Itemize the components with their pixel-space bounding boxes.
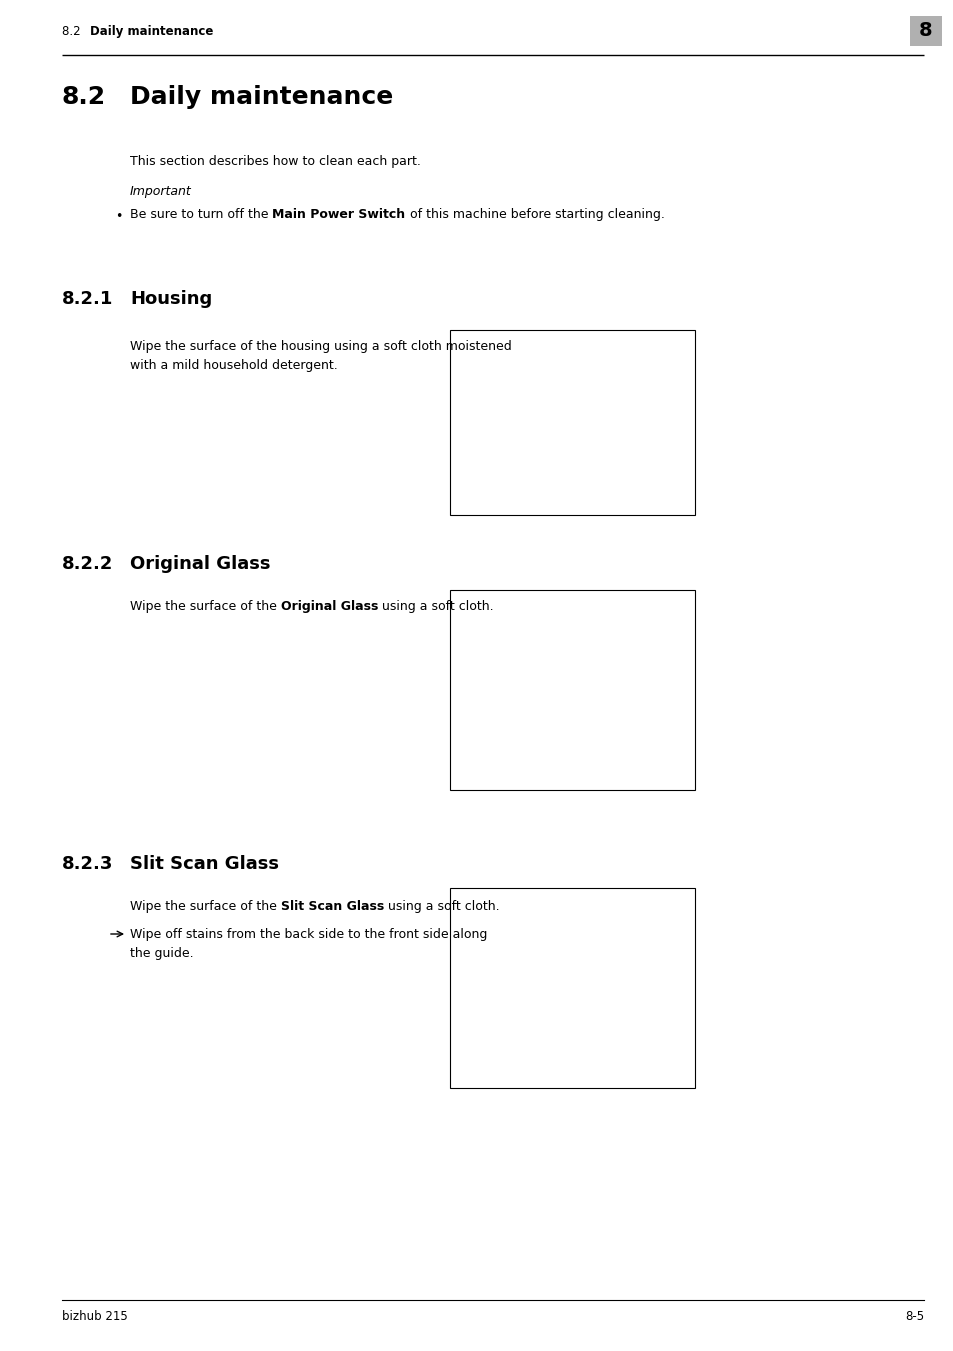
Text: Important: Important	[130, 185, 192, 199]
Text: 8.2.3: 8.2.3	[62, 855, 113, 873]
Text: bizhub 215: bizhub 215	[62, 1310, 128, 1323]
Text: 8.2.1: 8.2.1	[62, 290, 113, 308]
Text: •: •	[115, 209, 122, 223]
Bar	[909, 16, 941, 46]
Text: Original Glass: Original Glass	[280, 600, 377, 613]
Text: of this machine before starting cleaning.: of this machine before starting cleaning…	[405, 208, 664, 222]
Text: using a soft cloth.: using a soft cloth.	[384, 900, 499, 913]
Bar	[450, 590, 695, 790]
Text: Wipe the surface of the: Wipe the surface of the	[130, 900, 280, 913]
Text: Slit Scan Glass: Slit Scan Glass	[130, 855, 278, 873]
Text: Main Power Switch: Main Power Switch	[273, 208, 405, 222]
Text: This section describes how to clean each part.: This section describes how to clean each…	[130, 155, 420, 168]
Text: 8-5: 8-5	[904, 1310, 923, 1323]
Text: Daily maintenance: Daily maintenance	[130, 85, 393, 109]
Text: 8.2: 8.2	[62, 26, 95, 38]
Text: Daily maintenance: Daily maintenance	[90, 26, 213, 38]
Text: Be sure to turn off the: Be sure to turn off the	[130, 208, 273, 222]
Text: Original Glass: Original Glass	[130, 555, 271, 573]
Text: Slit Scan Glass: Slit Scan Glass	[280, 900, 384, 913]
Text: using a soft cloth.: using a soft cloth.	[377, 600, 494, 613]
Text: Wipe the surface of the housing using a soft cloth moistened
with a mild househo: Wipe the surface of the housing using a …	[130, 340, 511, 372]
Text: 8.2.2: 8.2.2	[62, 555, 113, 573]
Text: Wipe off stains from the back side to the front side along
the guide.: Wipe off stains from the back side to th…	[130, 928, 487, 961]
Text: 8: 8	[919, 22, 932, 41]
Text: Wipe the surface of the: Wipe the surface of the	[130, 600, 280, 613]
Text: 8.2: 8.2	[62, 85, 106, 109]
Bar	[450, 888, 695, 1088]
Bar	[450, 330, 695, 515]
Text: Housing: Housing	[130, 290, 212, 308]
